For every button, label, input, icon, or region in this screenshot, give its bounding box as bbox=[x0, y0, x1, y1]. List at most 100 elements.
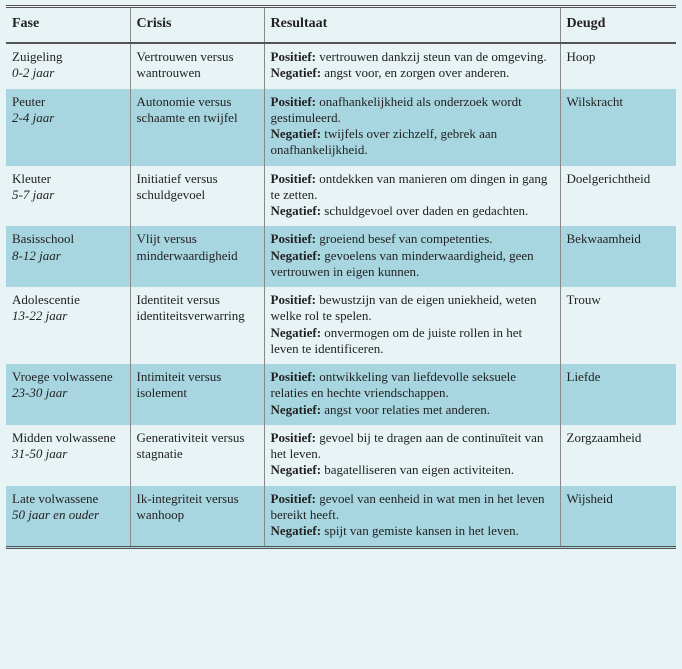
col-header-fase: Fase bbox=[6, 7, 130, 44]
positive-label: Positief: bbox=[271, 231, 316, 246]
table-row: Peuter2-4 jaarAutonomie versus schaamte … bbox=[6, 89, 676, 166]
cell-resultaat: Positief: gevoel van eenheid in wat men … bbox=[264, 486, 560, 548]
fase-age: 5-7 jaar bbox=[12, 187, 54, 202]
fase-age: 13-22 jaar bbox=[12, 308, 67, 323]
table-row: Vroege volwassene23-30 jaarIntimiteit ve… bbox=[6, 364, 676, 425]
result-positive: Positief: gevoel bij te dragen aan de co… bbox=[271, 430, 554, 463]
cell-deugd: Bekwaamheid bbox=[560, 226, 676, 287]
cell-resultaat: Positief: ontdekken van manieren om ding… bbox=[264, 166, 560, 227]
cell-fase: Basisschool8-12 jaar bbox=[6, 226, 130, 287]
result-negative: Negatief: bagatelliseren van eigen activ… bbox=[271, 462, 554, 478]
negative-text: angst voor relaties met anderen. bbox=[324, 402, 490, 417]
cell-resultaat: Positief: onafhankelijkheid als onderzoe… bbox=[264, 89, 560, 166]
cell-deugd: Trouw bbox=[560, 287, 676, 364]
negative-label: Negatief: bbox=[271, 126, 322, 141]
positive-label: Positief: bbox=[271, 491, 316, 506]
cell-deugd: Zorgzaamheid bbox=[560, 425, 676, 486]
cell-crisis: Vertrouwen versus wantrouwen bbox=[130, 43, 264, 89]
cell-fase: Late volwassene50 jaar en ouder bbox=[6, 486, 130, 548]
positive-label: Positief: bbox=[271, 171, 316, 186]
negative-label: Negatief: bbox=[271, 462, 322, 477]
result-positive: Positief: groeiend besef van competentie… bbox=[271, 231, 554, 247]
result-negative: Negatief: onvermogen om de juiste rollen… bbox=[271, 325, 554, 358]
fase-title: Kleuter bbox=[12, 171, 124, 187]
fase-age: 2-4 jaar bbox=[12, 110, 54, 125]
fase-age: 50 jaar en ouder bbox=[12, 507, 99, 522]
col-header-deugd: Deugd bbox=[560, 7, 676, 44]
result-positive: Positief: gevoel van eenheid in wat men … bbox=[271, 491, 554, 524]
fase-title: Midden volwassene bbox=[12, 430, 124, 446]
negative-text: schuldgevoel over daden en gedachten. bbox=[324, 203, 528, 218]
fase-title: Basisschool bbox=[12, 231, 124, 247]
cell-resultaat: Positief: ontwikkeling van liefdevolle s… bbox=[264, 364, 560, 425]
negative-label: Negatief: bbox=[271, 325, 322, 340]
cell-resultaat: Positief: bewustzijn van de eigen uniekh… bbox=[264, 287, 560, 364]
negative-label: Negatief: bbox=[271, 402, 322, 417]
cell-deugd: Wilskracht bbox=[560, 89, 676, 166]
table-row: Midden volwassene31-50 jaarGenerativitei… bbox=[6, 425, 676, 486]
positive-label: Positief: bbox=[271, 430, 316, 445]
negative-text: angst voor, en zorgen over anderen. bbox=[324, 65, 509, 80]
cell-fase: Midden volwassene31-50 jaar bbox=[6, 425, 130, 486]
fase-age: 0-2 jaar bbox=[12, 65, 54, 80]
cell-deugd: Doelgerichtheid bbox=[560, 166, 676, 227]
table-row: Adolescentie13-22 jaarIdentiteit versus … bbox=[6, 287, 676, 364]
negative-label: Negatief: bbox=[271, 248, 322, 263]
result-positive: Positief: bewustzijn van de eigen uniekh… bbox=[271, 292, 554, 325]
cell-fase: Peuter2-4 jaar bbox=[6, 89, 130, 166]
fase-age: 8-12 jaar bbox=[12, 248, 61, 263]
positive-label: Positief: bbox=[271, 49, 316, 64]
result-negative: Negatief: spijt van gemiste kansen in he… bbox=[271, 523, 554, 539]
positive-text: vertrouwen dankzij steun van de omgeving… bbox=[319, 49, 546, 64]
cell-crisis: Ik-integriteit versus wanhoop bbox=[130, 486, 264, 548]
cell-deugd: Hoop bbox=[560, 43, 676, 89]
negative-text: bagatelliseren van eigen activiteiten. bbox=[324, 462, 514, 477]
result-negative: Negatief: angst voor, en zorgen over and… bbox=[271, 65, 554, 81]
cell-resultaat: Positief: vertrouwen dankzij steun van d… bbox=[264, 43, 560, 89]
cell-deugd: Wijsheid bbox=[560, 486, 676, 548]
cell-deugd: Liefde bbox=[560, 364, 676, 425]
fase-title: Vroege volwassene bbox=[12, 369, 124, 385]
negative-text: spijt van gemiste kansen in het leven. bbox=[324, 523, 519, 538]
cell-crisis: Intimiteit versus isolement bbox=[130, 364, 264, 425]
result-positive: Positief: onafhankelijkheid als onderzoe… bbox=[271, 94, 554, 127]
cell-crisis: Generativiteit versus stagnatie bbox=[130, 425, 264, 486]
negative-label: Negatief: bbox=[271, 65, 322, 80]
fase-title: Peuter bbox=[12, 94, 124, 110]
col-header-crisis: Crisis bbox=[130, 7, 264, 44]
positive-label: Positief: bbox=[271, 292, 316, 307]
result-positive: Positief: ontdekken van manieren om ding… bbox=[271, 171, 554, 204]
cell-fase: Kleuter5-7 jaar bbox=[6, 166, 130, 227]
cell-crisis: Identiteit versus identiteitsverwarring bbox=[130, 287, 264, 364]
table-row: Basisschool8-12 jaarVlijt versus minderw… bbox=[6, 226, 676, 287]
cell-resultaat: Positief: gevoel bij te dragen aan de co… bbox=[264, 425, 560, 486]
cell-crisis: Autonomie versus schaamte en twijfel bbox=[130, 89, 264, 166]
col-header-resultaat: Resultaat bbox=[264, 7, 560, 44]
fase-title: Zuigeling bbox=[12, 49, 124, 65]
cell-resultaat: Positief: groeiend besef van competentie… bbox=[264, 226, 560, 287]
table-row: Kleuter5-7 jaarInitiatief versus schuldg… bbox=[6, 166, 676, 227]
result-negative: Negatief: schuldgevoel over daden en ged… bbox=[271, 203, 554, 219]
cell-fase: Zuigeling0-2 jaar bbox=[6, 43, 130, 89]
result-positive: Positief: ontwikkeling van liefdevolle s… bbox=[271, 369, 554, 402]
cell-crisis: Vlijt versus minderwaardigheid bbox=[130, 226, 264, 287]
result-negative: Negatief: angst voor relaties met andere… bbox=[271, 402, 554, 418]
result-negative: Negatief: gevoelens van minderwaardighei… bbox=[271, 248, 554, 281]
fase-title: Late volwassene bbox=[12, 491, 124, 507]
table-row: Zuigeling0-2 jaarVertrouwen versus wantr… bbox=[6, 43, 676, 89]
cell-fase: Vroege volwassene23-30 jaar bbox=[6, 364, 130, 425]
fase-age: 23-30 jaar bbox=[12, 385, 67, 400]
cell-crisis: Initiatief versus schuldgevoel bbox=[130, 166, 264, 227]
result-negative: Negatief: twijfels over zichzelf, gebrek… bbox=[271, 126, 554, 159]
negative-label: Negatief: bbox=[271, 203, 322, 218]
fase-title: Adolescentie bbox=[12, 292, 124, 308]
positive-text: groeiend besef van competenties. bbox=[319, 231, 492, 246]
table-header-row: Fase Crisis Resultaat Deugd bbox=[6, 7, 676, 44]
fase-age: 31-50 jaar bbox=[12, 446, 67, 461]
positive-label: Positief: bbox=[271, 94, 316, 109]
table-row: Late volwassene50 jaar en ouderIk-integr… bbox=[6, 486, 676, 548]
cell-fase: Adolescentie13-22 jaar bbox=[6, 287, 130, 364]
result-positive: Positief: vertrouwen dankzij steun van d… bbox=[271, 49, 554, 65]
erikson-stages-table: Fase Crisis Resultaat Deugd Zuigeling0-2… bbox=[6, 5, 676, 549]
positive-label: Positief: bbox=[271, 369, 316, 384]
